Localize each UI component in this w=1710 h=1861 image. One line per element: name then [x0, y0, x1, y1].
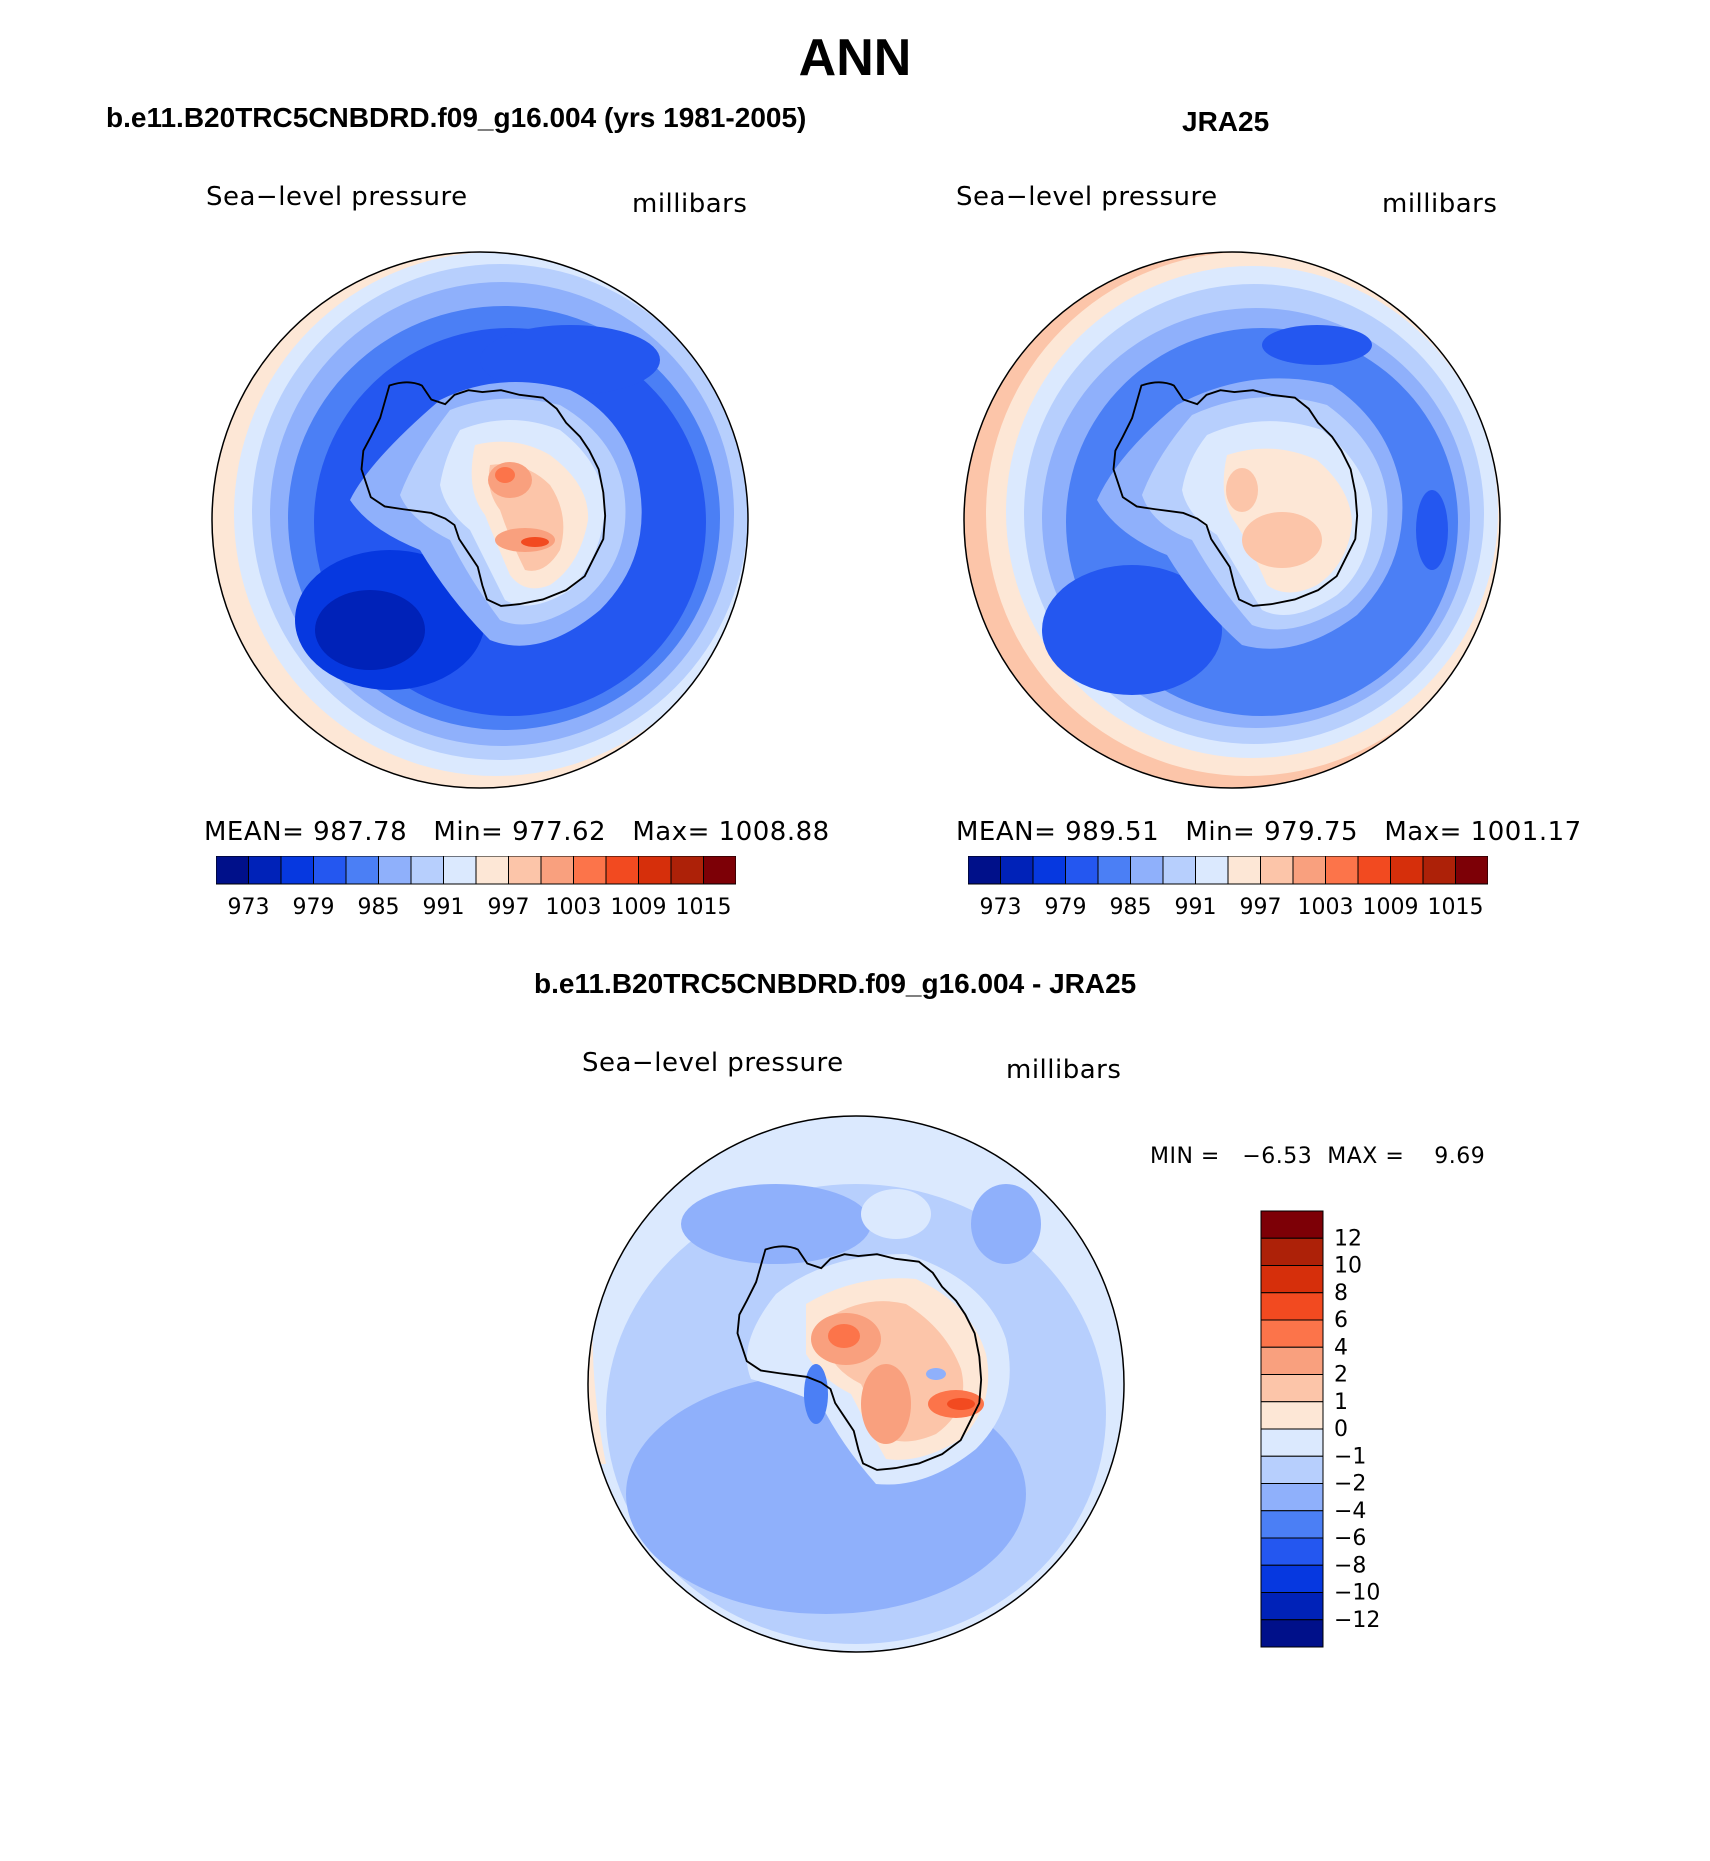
diff-colorbar-box [1260, 1592, 1324, 1621]
diff-colorbar-box [1260, 1510, 1324, 1539]
model-variable-label: Sea−level pressure [206, 182, 468, 212]
diff-colorbar-box [1260, 1483, 1324, 1512]
diff-colorbar-box [1260, 1374, 1324, 1403]
model-colorbar-label: 985 [358, 895, 400, 920]
diff-colorbar-box [1260, 1237, 1324, 1266]
diff-colorbar-label: −4 [1334, 1499, 1366, 1524]
model-units-label: millibars [632, 189, 748, 219]
model-colorbar-label: 973 [228, 895, 270, 920]
diff-colorbar-label: −10 [1334, 1581, 1380, 1606]
diff-units-label: millibars [1006, 1055, 1122, 1085]
diff-colorbar-label: 0 [1334, 1417, 1348, 1442]
diff-colorbar-box [1260, 1401, 1324, 1430]
model-polar-map [211, 251, 749, 789]
obs-colorbar-box [1195, 856, 1229, 885]
model-colorbar-box [345, 856, 379, 885]
obs-colorbar-label: 985 [1110, 895, 1152, 920]
obs-stats: MEAN= 989.51 Min= 979.75 Max= 1001.17 [956, 817, 1582, 847]
diff-colorbar-label: −6 [1334, 1526, 1366, 1551]
obs-colorbar-label: 979 [1045, 895, 1087, 920]
obs-colorbar-box [968, 856, 1001, 885]
model-colorbar-box [540, 856, 574, 885]
model-colorbar-label: 979 [293, 895, 335, 920]
diff-colorbar-label: 8 [1334, 1281, 1348, 1306]
diff-colorbar-label: −12 [1334, 1608, 1380, 1633]
diff-colorbar-box [1260, 1210, 1324, 1239]
obs-colorbar-box [1227, 856, 1261, 885]
diff-colorbar-label: −8 [1334, 1553, 1366, 1578]
obs-units-label: millibars [1382, 189, 1498, 219]
diff-colorbar-box [1260, 1346, 1324, 1375]
diff-colorbar-label: −1 [1334, 1444, 1366, 1469]
diff-colorbar-label: −2 [1334, 1472, 1366, 1497]
model-colorbar-box [573, 856, 607, 885]
diff-colorbar-label: 2 [1334, 1363, 1348, 1388]
diff-colorbar-label: 4 [1334, 1335, 1348, 1360]
model-colorbar-box [216, 856, 249, 885]
model-colorbar-label: 1009 [611, 895, 667, 920]
model-colorbar-box [313, 856, 347, 885]
obs-colorbar-box [1162, 856, 1196, 885]
diff-colorbar-box [1260, 1564, 1324, 1593]
obs-colorbar-label: 997 [1240, 895, 1282, 920]
model-panel-title: b.e11.B20TRC5CNBDRD.f09_g16.004 (yrs 198… [106, 102, 807, 133]
diff-panel-title: b.e11.B20TRC5CNBDRD.f09_g16.004 - JRA25 [534, 968, 1137, 999]
obs-colorbar-label: 991 [1175, 895, 1217, 920]
obs-colorbar-label: 973 [980, 895, 1022, 920]
obs-colorbar-box [1065, 856, 1099, 885]
diff-colorbar-box [1260, 1455, 1324, 1484]
figure-title: ANN [798, 29, 912, 87]
model-colorbar-label: 1003 [546, 895, 602, 920]
diff-colorbar-label: 1 [1334, 1390, 1348, 1415]
obs-colorbar-box [1260, 856, 1294, 885]
obs-colorbar-box [1357, 856, 1391, 885]
model-colorbar-box [475, 856, 509, 885]
obs-colorbar-box [1130, 856, 1164, 885]
obs-polar-map [963, 251, 1501, 789]
diff-colorbar-label: 12 [1334, 1226, 1362, 1251]
diff-colorbar-box [1260, 1265, 1324, 1294]
model-colorbar-box [248, 856, 282, 885]
diff-polar-map [587, 1115, 1125, 1653]
obs-variable-label: Sea−level pressure [956, 182, 1218, 212]
model-colorbar-box [443, 856, 477, 885]
diff-colorbar-box [1260, 1292, 1324, 1321]
diff-variable-label: Sea−level pressure [582, 1048, 844, 1078]
obs-colorbar-box [1422, 856, 1456, 885]
obs-colorbar-label: 1015 [1428, 895, 1484, 920]
diff-colorbar-label: 6 [1334, 1308, 1348, 1333]
obs-colorbar-box [1292, 856, 1326, 885]
diff-colorbar-box [1260, 1537, 1324, 1566]
model-colorbar-box [280, 856, 314, 885]
model-colorbar-box [703, 856, 736, 885]
diff-colorbar-box [1260, 1619, 1324, 1648]
model-colorbar-box [378, 856, 412, 885]
obs-colorbar: 973 979 985 991 997 1003 1009 1015 [968, 856, 1488, 920]
obs-colorbar-box [1032, 856, 1066, 885]
model-stats: MEAN= 987.78 Min= 977.62 Max= 1008.88 [204, 817, 830, 847]
model-colorbar-label: 1015 [676, 895, 732, 920]
diff-colorbar-label: 10 [1334, 1254, 1362, 1279]
model-colorbar-box [638, 856, 672, 885]
model-colorbar-box [670, 856, 704, 885]
obs-panel-title: JRA25 [1182, 106, 1270, 137]
obs-colorbar-label: 1009 [1363, 895, 1419, 920]
model-colorbar-label: 997 [488, 895, 530, 920]
obs-colorbar-box [1390, 856, 1424, 885]
obs-colorbar-box [1455, 856, 1488, 885]
model-colorbar-box [605, 856, 639, 885]
obs-colorbar-box [1000, 856, 1034, 885]
obs-colorbar-label: 1003 [1298, 895, 1354, 920]
diff-colorbar-box [1260, 1428, 1324, 1457]
obs-colorbar-box [1097, 856, 1131, 885]
model-colorbar-label: 991 [423, 895, 465, 920]
diff-colorbar-box [1260, 1319, 1324, 1348]
obs-colorbar-box [1325, 856, 1359, 885]
diff-stats: MIN = −6.53 MAX = 9.69 [1150, 1144, 1486, 1169]
model-colorbar-box [508, 856, 542, 885]
model-colorbar-box [410, 856, 444, 885]
model-colorbar: 973 979 985 991 997 1003 1009 1015 [216, 856, 736, 920]
